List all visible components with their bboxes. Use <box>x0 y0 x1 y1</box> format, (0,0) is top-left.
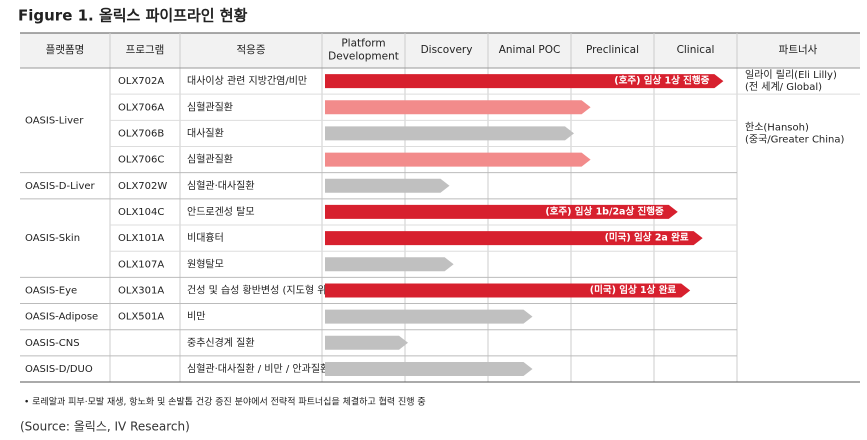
progress-arrow <box>325 126 574 141</box>
stage-label: (미국) 임상 1상 완료 <box>590 284 677 296</box>
stage-header: Discovery <box>421 44 473 56</box>
progress-arrow <box>325 152 591 167</box>
platform: OASIS-D/DUO <box>25 364 93 375</box>
indication: 대사질환 <box>187 127 224 139</box>
stage-label: (미국) 임상 2a 완료 <box>605 232 689 244</box>
indication: 중추신경계 질환 <box>187 336 255 349</box>
progress-arrow <box>325 74 724 89</box>
progress-arrow <box>325 335 408 350</box>
progress-arrow <box>325 231 703 246</box>
stage-header: Preclinical <box>586 44 639 56</box>
progress-arrow <box>325 309 533 324</box>
stage-header: Animal POC <box>499 44 561 56</box>
progress-arrow <box>325 283 691 298</box>
indication: 심혈관·대사질환 <box>187 179 255 192</box>
indication: 비대흉터 <box>187 231 224 244</box>
platform: OASIS-CNS <box>25 338 80 349</box>
progress-arrow <box>325 178 450 193</box>
partner: 일라이 릴리(Eli Lilly) <box>745 68 837 81</box>
program: OLX702A <box>118 76 164 87</box>
indication: 건성 및 습성 황반변성 (지도형 위축) <box>187 283 340 296</box>
program: OLX706C <box>118 155 164 166</box>
stage-label: (호주) 임상 1b/2a상 진행중 <box>545 205 664 217</box>
header-bg <box>20 33 860 68</box>
program: OLX501A <box>118 312 164 323</box>
platform: OASIS-Liver <box>25 115 84 126</box>
header: 파트너사 <box>779 44 818 56</box>
program: OLX301A <box>118 285 164 296</box>
progress-arrow <box>325 204 678 219</box>
stage-label: (호주) 임상 1상 진행중 <box>614 75 709 87</box>
footnote: • 로레알과 피부·모발 재생, 항노화 및 손발톱 건강 증진 분야에서 전략… <box>24 396 426 408</box>
indication: 대사이상 관련 지방간염/비만 <box>187 75 307 87</box>
partner: 한소(Hansoh) <box>745 121 809 133</box>
platform: OASIS-Adipose <box>25 312 98 323</box>
indication: 심혈관질환 <box>187 100 233 113</box>
header: 플랫폼명 <box>46 44 85 56</box>
progress-arrow <box>325 100 591 115</box>
header: 적응증 <box>237 44 266 56</box>
program: OLX706A <box>118 102 164 113</box>
stage-header: Platform Development <box>328 38 399 63</box>
header: 프로그램 <box>126 44 165 56</box>
platform: OASIS-D-Liver <box>25 181 96 192</box>
title: Figure 1. 올릭스 파이프라인 현황 <box>18 7 248 25</box>
program: OLX104C <box>118 207 164 218</box>
partner: (전 세계/ Global) <box>745 81 822 93</box>
source: (Source: 올릭스, IV Research) <box>20 420 190 434</box>
indication: 심혈관·대사질환 / 비만 / 안과질환 <box>187 362 329 375</box>
partner: (중국/Greater China) <box>745 133 845 145</box>
program: OLX706B <box>118 128 164 139</box>
program: OLX107A <box>118 259 164 270</box>
platform: OASIS-Eye <box>25 285 77 296</box>
stage-header: Clinical <box>677 44 715 56</box>
indication: 심혈관질환 <box>187 153 233 166</box>
indication: 안드로겐성 탈모 <box>187 205 255 218</box>
program: OLX702W <box>118 181 167 192</box>
platform: OASIS-Skin <box>25 233 80 244</box>
progress-arrow <box>325 361 533 376</box>
progress-arrow <box>325 257 454 272</box>
program: OLX101A <box>118 233 164 244</box>
indication: 원형탈모 <box>187 257 224 270</box>
indication: 비만 <box>187 311 205 323</box>
